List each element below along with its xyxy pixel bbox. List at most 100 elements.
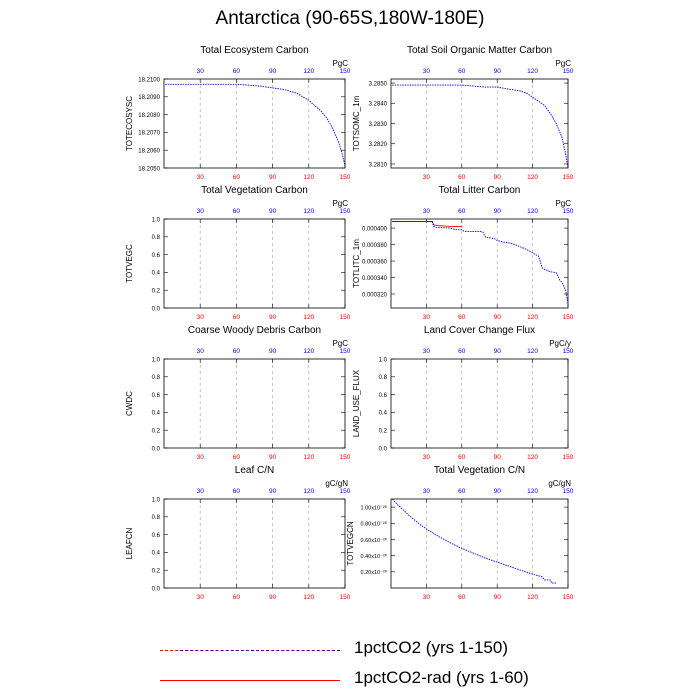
x-tick-label-bottom: 30 bbox=[197, 314, 205, 321]
x-tick-label-top: 150 bbox=[340, 488, 351, 495]
y-tick-label: 0.2 bbox=[379, 429, 388, 435]
y-tick-label: 3.2850 bbox=[369, 81, 388, 87]
y-tick-label: 18.2100 bbox=[138, 77, 160, 83]
x-tick-label-top: 60 bbox=[233, 348, 241, 355]
y-tick-label: 3.2820 bbox=[369, 142, 388, 148]
x-tick-label-bottom: 90 bbox=[269, 174, 277, 181]
x-tick-label-bottom: 60 bbox=[233, 594, 241, 601]
x-tick-label-top: 90 bbox=[494, 348, 502, 355]
x-tick-label-bottom: 90 bbox=[494, 594, 502, 601]
subplot-7: Leaf C/N gC/gN LEAFCN 30 30 60 60 90 90 120 120 150… bbox=[125, 465, 351, 601]
x-tick-label-top: 60 bbox=[233, 68, 241, 75]
legend-dash-line-blue bbox=[180, 650, 340, 651]
x-tick-label-top: 30 bbox=[197, 348, 205, 355]
y-tick-label: 0.8 bbox=[152, 375, 161, 381]
subplot-1: Total Ecosystem Carbon PgC TOTECOSYSC 30 30 6… bbox=[125, 45, 351, 181]
subplot-6: Land Cover Change Flux PgC/y LAND_USE_FLUX… bbox=[352, 325, 574, 461]
x-tick-label-top: 150 bbox=[563, 208, 574, 215]
subplot-5: Coarse Woody Debris Carbon PgC CWDC 30 30 60 6… bbox=[125, 325, 351, 461]
y-tick-label: 3.2830 bbox=[369, 122, 388, 128]
x-tick-label-bottom: 120 bbox=[303, 174, 314, 181]
x-tick-label-top: 60 bbox=[233, 488, 241, 495]
x-tick-label-bottom: 120 bbox=[303, 454, 314, 461]
x-tick-label-top: 90 bbox=[494, 488, 502, 495]
y-tick-label: 0.6 bbox=[152, 393, 161, 399]
unit-label: gC/gN bbox=[325, 479, 348, 488]
y-tick-label: 18.2080 bbox=[138, 113, 160, 119]
y-tick-label: 0.4 bbox=[152, 551, 161, 557]
x-tick-label-bottom: 60 bbox=[458, 454, 466, 461]
unit-label: PgC bbox=[332, 199, 348, 208]
x-tick-label-top: 60 bbox=[458, 488, 466, 495]
y-axis-label: LEAFCN bbox=[125, 527, 134, 559]
y-tick-label: 0.8 bbox=[152, 515, 161, 521]
x-tick-label-bottom: 150 bbox=[340, 454, 351, 461]
x-tick-label-bottom: 90 bbox=[494, 454, 502, 461]
subplot-title: Total Vegetation Carbon bbox=[201, 185, 308, 196]
x-tick-label-top: 120 bbox=[527, 208, 538, 215]
y-axis-label: TOTSOMC_1m bbox=[352, 95, 361, 151]
y-tick-label: 0.8 bbox=[379, 375, 388, 381]
subplot-title: Leaf C/N bbox=[235, 465, 274, 476]
y-tick-label: 0.000400 bbox=[362, 226, 388, 232]
x-tick-label-top: 120 bbox=[303, 68, 314, 75]
x-tick-label-top: 90 bbox=[269, 488, 277, 495]
x-tick-label-bottom: 90 bbox=[269, 454, 277, 461]
x-tick-label-bottom: 120 bbox=[527, 454, 538, 461]
unit-label: PgC bbox=[555, 59, 571, 68]
x-tick-label-top: 150 bbox=[340, 208, 351, 215]
y-axis-label: CWDC bbox=[125, 391, 134, 416]
x-tick-label-bottom: 120 bbox=[527, 594, 538, 601]
unit-label: PgC/y bbox=[549, 339, 571, 348]
x-tick-label-top: 30 bbox=[423, 68, 431, 75]
y-tick-label: 0.000320 bbox=[362, 292, 388, 298]
series-line-1pctco2 bbox=[392, 84, 569, 169]
subplot-title: Total Litter Carbon bbox=[439, 185, 521, 196]
x-tick-label-bottom: 90 bbox=[494, 314, 502, 321]
plot-frame bbox=[390, 218, 569, 309]
y-tick-label: 1.00x10⁻²⁰ bbox=[360, 504, 387, 511]
plot-frame bbox=[390, 358, 569, 449]
x-tick-label-bottom: 150 bbox=[340, 174, 351, 181]
x-tick-label-bottom: 60 bbox=[458, 314, 466, 321]
y-tick-label: 0.000380 bbox=[362, 243, 388, 249]
legend-label-1: 1pctCO2 (yrs 1-150) bbox=[354, 638, 508, 657]
y-axis-label: TOTECOSYSC bbox=[125, 96, 134, 151]
x-tick-label-top: 120 bbox=[303, 488, 314, 495]
y-tick-label: 0.40x10⁻²⁰ bbox=[360, 553, 387, 560]
plot-frame bbox=[163, 498, 346, 589]
y-tick-label: 0.6 bbox=[379, 393, 388, 399]
x-tick-label-bottom: 120 bbox=[527, 314, 538, 321]
x-tick-label-top: 150 bbox=[563, 488, 574, 495]
subplot-8: Total Vegetation C/N gC/gN TOTVEGCN 30 30 60 6… bbox=[346, 465, 574, 601]
y-tick-label: 1.0 bbox=[152, 357, 161, 363]
x-tick-label-top: 90 bbox=[269, 68, 277, 75]
y-tick-label: 0.0 bbox=[379, 446, 388, 452]
y-tick-label: 0.000360 bbox=[362, 259, 388, 265]
subplot-title: Land Cover Change Flux bbox=[424, 325, 535, 336]
x-tick-label-bottom: 60 bbox=[233, 454, 241, 461]
y-tick-label: 0.0 bbox=[152, 586, 161, 592]
y-tick-label: 0.000340 bbox=[362, 276, 388, 282]
y-tick-label: 0.2 bbox=[152, 569, 161, 575]
x-tick-label-bottom: 150 bbox=[563, 594, 574, 601]
x-tick-label-top: 60 bbox=[233, 208, 241, 215]
x-tick-label-top: 30 bbox=[423, 488, 431, 495]
x-tick-label-bottom: 90 bbox=[269, 314, 277, 321]
y-axis-label: LAND_USE_FLUX bbox=[352, 369, 361, 437]
x-tick-label-top: 90 bbox=[494, 208, 502, 215]
y-tick-label: 1.0 bbox=[379, 357, 388, 363]
legend-label-2: 1pctCO2-rad (yrs 1-60) bbox=[354, 668, 529, 687]
subplot-title: Total Soil Organic Matter Carbon bbox=[407, 45, 552, 56]
series-line-1pctco2 bbox=[392, 221, 569, 304]
y-tick-label: 0.2 bbox=[152, 429, 161, 435]
subplot-title: Total Vegetation C/N bbox=[434, 465, 525, 476]
legend-entry-1: 1pctCO2 (yrs 1-150) bbox=[160, 638, 680, 664]
y-tick-label: 0.60x10⁻²⁰ bbox=[360, 537, 387, 544]
unit-label: gC/gN bbox=[548, 479, 571, 488]
x-tick-label-top: 90 bbox=[269, 208, 277, 215]
x-tick-label-bottom: 30 bbox=[423, 594, 431, 601]
x-tick-label-bottom: 30 bbox=[423, 454, 431, 461]
series-line-1pctco2 bbox=[391, 498, 557, 584]
